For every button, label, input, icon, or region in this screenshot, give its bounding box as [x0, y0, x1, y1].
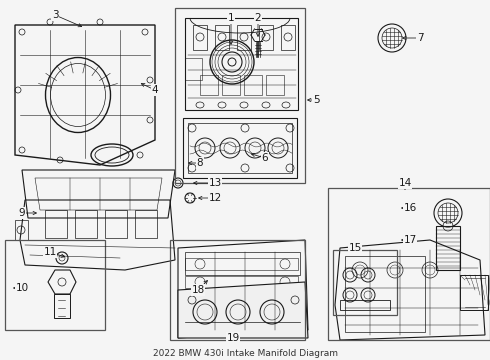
Text: 1: 1 [228, 13, 234, 23]
Bar [259, 25, 273, 50]
Text: 10: 10 [16, 283, 28, 293]
Bar [5, 240, 105, 330]
Text: 19: 19 [226, 333, 240, 343]
Text: 16: 16 [403, 203, 416, 213]
Text: 7: 7 [416, 33, 423, 43]
Bar [266, 75, 284, 95]
Bar [215, 25, 229, 50]
Bar [175, 8, 305, 183]
Bar [135, 210, 157, 238]
Bar [185, 294, 298, 306]
Text: 5: 5 [313, 95, 319, 105]
Text: 14: 14 [398, 178, 412, 188]
Text: 17: 17 [403, 235, 416, 245]
Bar [185, 58, 202, 80]
Text: 13: 13 [208, 178, 221, 188]
Polygon shape [178, 282, 308, 338]
Text: 3: 3 [51, 10, 58, 20]
Bar [333, 250, 397, 315]
Text: 12: 12 [208, 193, 221, 203]
Bar [460, 275, 488, 310]
Bar [185, 312, 298, 324]
Text: 11: 11 [44, 247, 57, 257]
Bar [185, 258, 298, 270]
Bar [105, 210, 127, 238]
Bar [75, 210, 97, 238]
Bar [193, 25, 207, 50]
Bar [340, 300, 390, 310]
Bar [15, 220, 28, 240]
Bar [45, 210, 67, 238]
Bar [185, 252, 300, 275]
Bar [237, 25, 251, 50]
Bar [185, 18, 298, 110]
Bar [170, 240, 305, 340]
Text: 8: 8 [196, 158, 203, 168]
Bar [185, 276, 298, 288]
Bar [54, 294, 70, 318]
Text: 15: 15 [348, 243, 362, 253]
Bar [281, 25, 295, 50]
Text: 9: 9 [19, 208, 25, 218]
Bar [328, 188, 490, 340]
Text: 2: 2 [255, 13, 261, 23]
Text: 2022 BMW 430i Intake Manifold Diagram: 2022 BMW 430i Intake Manifold Diagram [152, 348, 338, 357]
Text: 6: 6 [262, 153, 269, 163]
Bar [345, 256, 425, 332]
Bar [244, 75, 262, 95]
Bar [436, 226, 460, 270]
Text: 4: 4 [152, 85, 158, 95]
Bar [200, 75, 218, 95]
Text: 18: 18 [192, 285, 205, 295]
Bar [222, 75, 240, 95]
